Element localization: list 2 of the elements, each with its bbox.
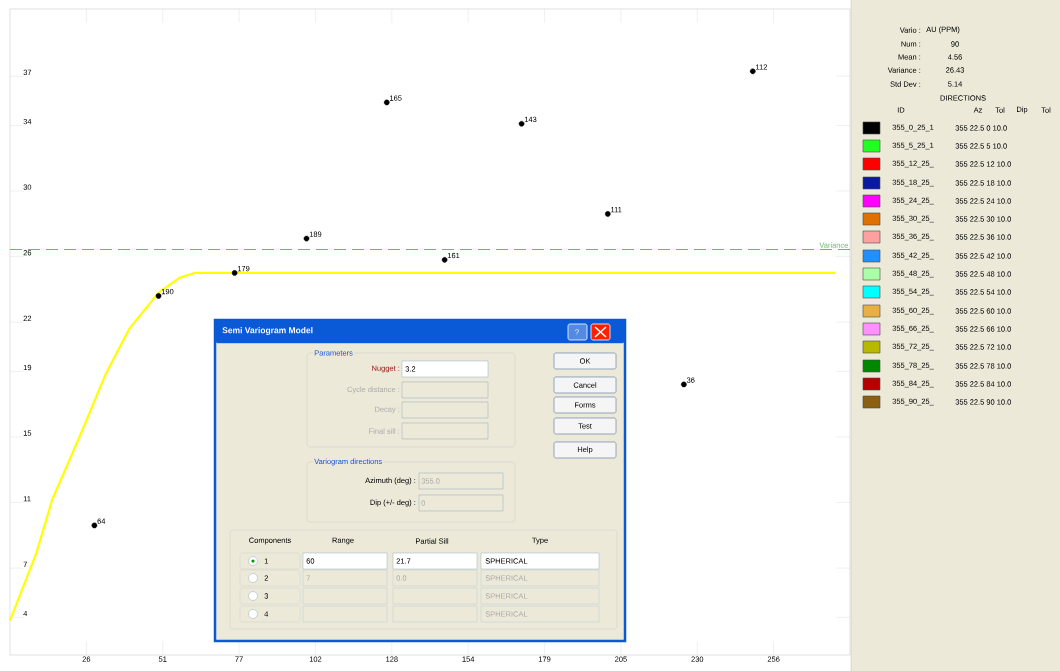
- annotation: Semi Variogram Model: [222, 327, 313, 335]
- line-series: [8, 271, 837, 622]
